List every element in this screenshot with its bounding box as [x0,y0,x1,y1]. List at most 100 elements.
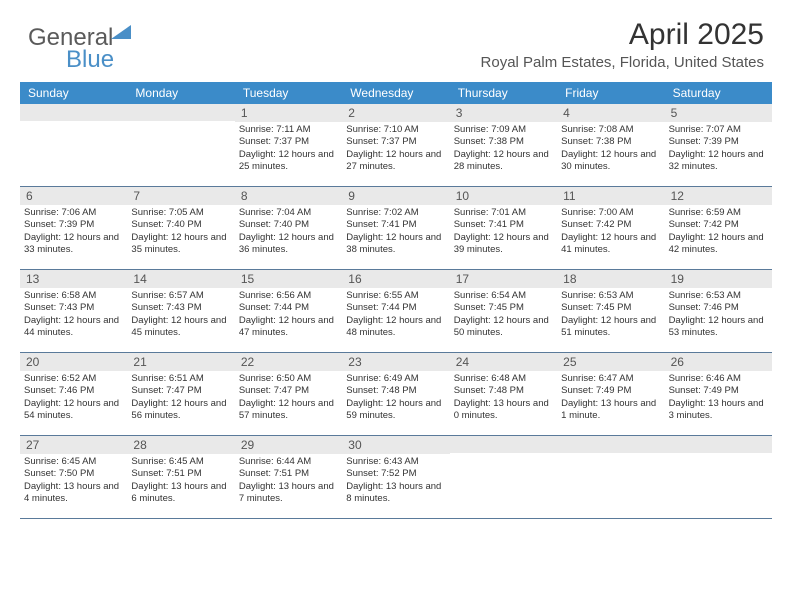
week-row: 1Sunrise: 7:11 AMSunset: 7:37 PMDaylight… [20,104,772,187]
sunset-text: Sunset: 7:38 PM [561,136,660,148]
day-number: 30 [342,436,449,454]
day-cell: 5Sunrise: 7:07 AMSunset: 7:39 PMDaylight… [665,104,772,186]
day-number: 26 [665,353,772,371]
day-number: 15 [235,270,342,288]
day-number: 17 [450,270,557,288]
sunset-text: Sunset: 7:40 PM [239,219,338,231]
day-cell: 14Sunrise: 6:57 AMSunset: 7:43 PMDayligh… [127,270,234,352]
sunrise-text: Sunrise: 7:10 AM [346,124,445,136]
day-details: Sunrise: 7:07 AMSunset: 7:39 PMDaylight:… [665,122,772,177]
daylight-text: Daylight: 12 hours and 35 minutes. [131,232,230,257]
logo-text-2: Blue [66,46,114,73]
day-details: Sunrise: 7:09 AMSunset: 7:38 PMDaylight:… [450,122,557,177]
day-cell [127,104,234,186]
sunset-text: Sunset: 7:48 PM [454,385,553,397]
sunset-text: Sunset: 7:47 PM [239,385,338,397]
day-header: Monday [127,82,234,104]
sunrise-text: Sunrise: 7:06 AM [24,207,123,219]
sunrise-text: Sunrise: 7:04 AM [239,207,338,219]
day-details: Sunrise: 6:50 AMSunset: 7:47 PMDaylight:… [235,371,342,426]
day-cell: 28Sunrise: 6:45 AMSunset: 7:51 PMDayligh… [127,436,234,518]
day-cell: 13Sunrise: 6:58 AMSunset: 7:43 PMDayligh… [20,270,127,352]
sunset-text: Sunset: 7:44 PM [239,302,338,314]
sunset-text: Sunset: 7:45 PM [561,302,660,314]
day-number: 6 [20,187,127,205]
day-number [450,436,557,453]
sunset-text: Sunset: 7:48 PM [346,385,445,397]
day-cell: 22Sunrise: 6:50 AMSunset: 7:47 PMDayligh… [235,353,342,435]
day-details: Sunrise: 6:45 AMSunset: 7:50 PMDaylight:… [20,454,127,509]
day-cell: 19Sunrise: 6:53 AMSunset: 7:46 PMDayligh… [665,270,772,352]
day-number: 28 [127,436,234,454]
daylight-text: Daylight: 13 hours and 4 minutes. [24,481,123,506]
day-details: Sunrise: 7:06 AMSunset: 7:39 PMDaylight:… [20,205,127,260]
day-number: 18 [557,270,664,288]
day-cell: 25Sunrise: 6:47 AMSunset: 7:49 PMDayligh… [557,353,664,435]
page-title: April 2025 [481,18,764,52]
day-details: Sunrise: 6:56 AMSunset: 7:44 PMDaylight:… [235,288,342,343]
sunrise-text: Sunrise: 7:01 AM [454,207,553,219]
sunrise-text: Sunrise: 6:45 AM [131,456,230,468]
sunrise-text: Sunrise: 7:07 AM [669,124,768,136]
day-cell: 30Sunrise: 6:43 AMSunset: 7:52 PMDayligh… [342,436,449,518]
sunrise-text: Sunrise: 7:02 AM [346,207,445,219]
day-number: 23 [342,353,449,371]
day-number: 10 [450,187,557,205]
day-header: Friday [557,82,664,104]
sunset-text: Sunset: 7:38 PM [454,136,553,148]
sunset-text: Sunset: 7:39 PM [669,136,768,148]
day-number: 9 [342,187,449,205]
day-number: 16 [342,270,449,288]
sunset-text: Sunset: 7:46 PM [24,385,123,397]
day-details: Sunrise: 7:10 AMSunset: 7:37 PMDaylight:… [342,122,449,177]
day-details: Sunrise: 7:08 AMSunset: 7:38 PMDaylight:… [557,122,664,177]
day-number: 19 [665,270,772,288]
day-details: Sunrise: 7:04 AMSunset: 7:40 PMDaylight:… [235,205,342,260]
day-number: 29 [235,436,342,454]
day-cell: 6Sunrise: 7:06 AMSunset: 7:39 PMDaylight… [20,187,127,269]
daylight-text: Daylight: 12 hours and 39 minutes. [454,232,553,257]
daylight-text: Daylight: 13 hours and 6 minutes. [131,481,230,506]
day-details: Sunrise: 7:05 AMSunset: 7:40 PMDaylight:… [127,205,234,260]
day-cell: 1Sunrise: 7:11 AMSunset: 7:37 PMDaylight… [235,104,342,186]
day-cell: 3Sunrise: 7:09 AMSunset: 7:38 PMDaylight… [450,104,557,186]
day-details: Sunrise: 6:47 AMSunset: 7:49 PMDaylight:… [557,371,664,426]
day-number: 7 [127,187,234,205]
day-details: Sunrise: 6:46 AMSunset: 7:49 PMDaylight:… [665,371,772,426]
week-row: 13Sunrise: 6:58 AMSunset: 7:43 PMDayligh… [20,270,772,353]
sunset-text: Sunset: 7:46 PM [669,302,768,314]
week-row: 6Sunrise: 7:06 AMSunset: 7:39 PMDaylight… [20,187,772,270]
sunset-text: Sunset: 7:51 PM [239,468,338,480]
day-cell: 12Sunrise: 6:59 AMSunset: 7:42 PMDayligh… [665,187,772,269]
day-number: 11 [557,187,664,205]
day-cell: 4Sunrise: 7:08 AMSunset: 7:38 PMDaylight… [557,104,664,186]
day-number: 12 [665,187,772,205]
sunrise-text: Sunrise: 6:51 AM [131,373,230,385]
sunset-text: Sunset: 7:52 PM [346,468,445,480]
calendar-header-row: SundayMondayTuesdayWednesdayThursdayFrid… [20,82,772,104]
day-details: Sunrise: 6:51 AMSunset: 7:47 PMDaylight:… [127,371,234,426]
sunrise-text: Sunrise: 6:59 AM [669,207,768,219]
day-cell: 10Sunrise: 7:01 AMSunset: 7:41 PMDayligh… [450,187,557,269]
sunrise-text: Sunrise: 7:08 AM [561,124,660,136]
day-cell: 8Sunrise: 7:04 AMSunset: 7:40 PMDaylight… [235,187,342,269]
sunrise-text: Sunrise: 6:49 AM [346,373,445,385]
day-number [557,436,664,453]
sunset-text: Sunset: 7:37 PM [346,136,445,148]
daylight-text: Daylight: 12 hours and 54 minutes. [24,398,123,423]
daylight-text: Daylight: 12 hours and 47 minutes. [239,315,338,340]
daylight-text: Daylight: 13 hours and 7 minutes. [239,481,338,506]
sunrise-text: Sunrise: 7:05 AM [131,207,230,219]
day-header: Saturday [665,82,772,104]
day-cell: 9Sunrise: 7:02 AMSunset: 7:41 PMDaylight… [342,187,449,269]
week-row: 27Sunrise: 6:45 AMSunset: 7:50 PMDayligh… [20,436,772,519]
daylight-text: Daylight: 12 hours and 59 minutes. [346,398,445,423]
day-header: Sunday [20,82,127,104]
day-details: Sunrise: 7:00 AMSunset: 7:42 PMDaylight:… [557,205,664,260]
daylight-text: Daylight: 12 hours and 33 minutes. [24,232,123,257]
day-number: 14 [127,270,234,288]
sunset-text: Sunset: 7:45 PM [454,302,553,314]
day-details: Sunrise: 6:49 AMSunset: 7:48 PMDaylight:… [342,371,449,426]
day-details: Sunrise: 7:02 AMSunset: 7:41 PMDaylight:… [342,205,449,260]
daylight-text: Daylight: 13 hours and 3 minutes. [669,398,768,423]
